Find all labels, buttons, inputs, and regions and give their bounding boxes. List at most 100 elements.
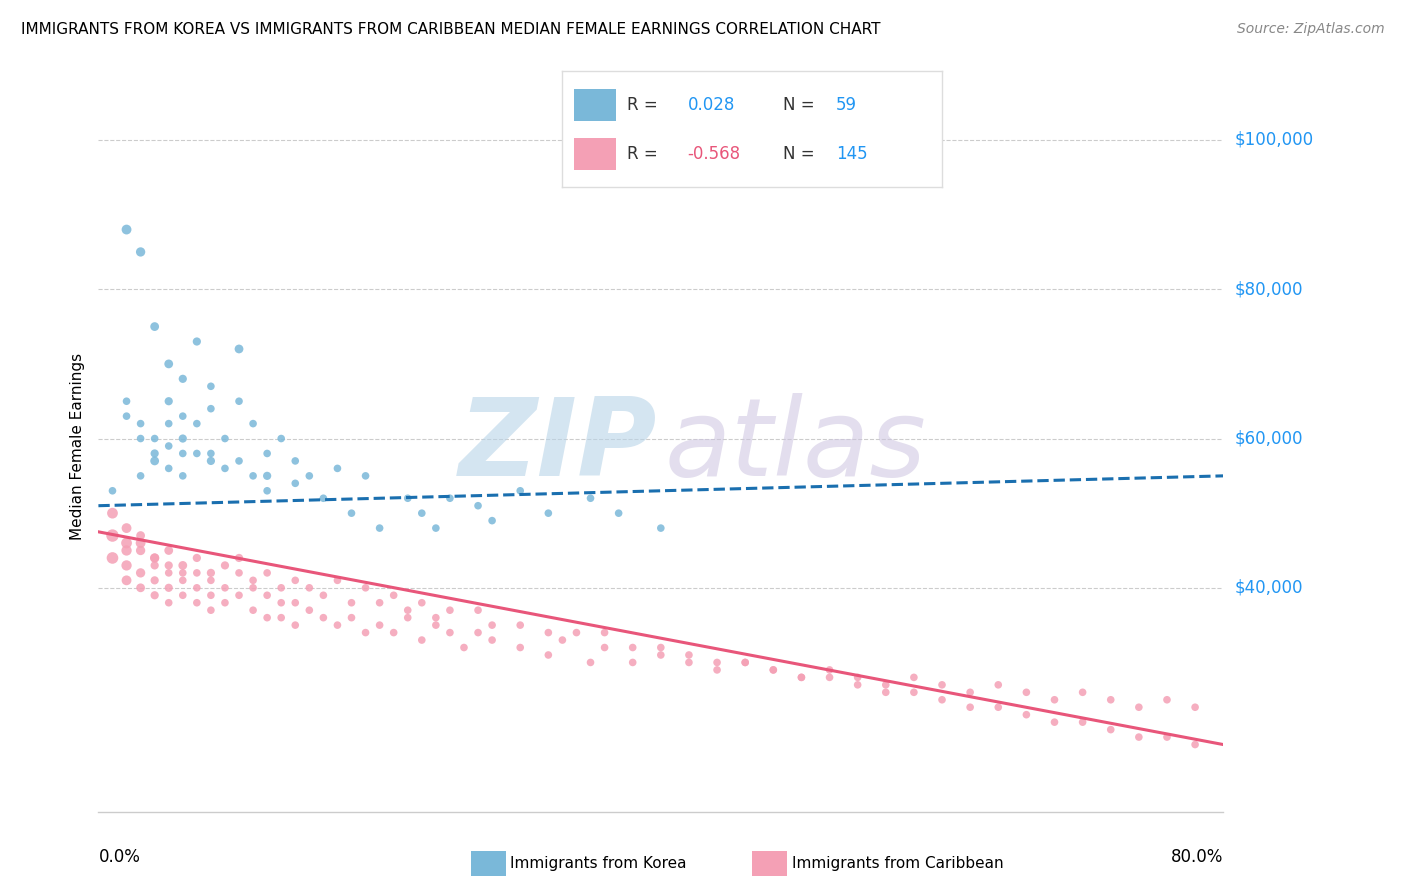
Point — [678, 648, 700, 662]
Point — [846, 670, 869, 684]
Point — [129, 581, 152, 595]
Text: 0.0%: 0.0% — [98, 848, 141, 866]
Point — [228, 588, 250, 602]
Point — [101, 551, 124, 566]
Point — [284, 618, 307, 632]
Point — [186, 596, 208, 610]
Point — [326, 574, 349, 588]
Point — [115, 394, 138, 409]
Point — [143, 551, 166, 566]
Point — [200, 603, 222, 617]
Point — [101, 528, 124, 542]
Point — [214, 558, 236, 573]
Point — [565, 625, 588, 640]
Point — [186, 566, 208, 580]
Point — [1043, 692, 1066, 706]
Point — [228, 454, 250, 468]
Point — [593, 625, 616, 640]
Point — [650, 648, 672, 662]
Point — [453, 640, 475, 655]
Point — [368, 521, 391, 535]
Point — [425, 521, 447, 535]
Point — [256, 483, 278, 498]
Point — [537, 625, 560, 640]
Text: $60,000: $60,000 — [1234, 430, 1303, 448]
Point — [354, 468, 377, 483]
Point — [382, 625, 405, 640]
Point — [214, 581, 236, 595]
Point — [1015, 685, 1038, 699]
Point — [242, 603, 264, 617]
Point — [1128, 730, 1150, 744]
Point — [411, 596, 433, 610]
Point — [143, 551, 166, 566]
Point — [593, 640, 616, 655]
Point — [157, 566, 180, 580]
Point — [875, 685, 897, 699]
Point — [157, 596, 180, 610]
Point — [115, 574, 138, 588]
Point — [115, 222, 138, 236]
Point — [115, 536, 138, 550]
Point — [172, 558, 194, 573]
Point — [509, 618, 531, 632]
Point — [270, 581, 292, 595]
Point — [157, 439, 180, 453]
Point — [129, 543, 152, 558]
Point — [172, 432, 194, 446]
Point — [186, 581, 208, 595]
Point — [157, 357, 180, 371]
Point — [298, 581, 321, 595]
Point — [790, 670, 813, 684]
Point — [931, 678, 953, 692]
Point — [987, 700, 1010, 714]
Point — [987, 678, 1010, 692]
Point — [200, 454, 222, 468]
Point — [1184, 738, 1206, 752]
Point — [157, 461, 180, 475]
Point — [425, 610, 447, 624]
Text: Source: ZipAtlas.com: Source: ZipAtlas.com — [1237, 22, 1385, 37]
Point — [903, 670, 925, 684]
Point — [228, 551, 250, 566]
Point — [143, 319, 166, 334]
Point — [143, 574, 166, 588]
Point — [959, 685, 981, 699]
Point — [312, 588, 335, 602]
Point — [172, 446, 194, 460]
Point — [439, 491, 461, 506]
Point — [1099, 692, 1122, 706]
Point — [157, 417, 180, 431]
Point — [790, 670, 813, 684]
Text: N =: N = — [783, 95, 814, 113]
Point — [467, 603, 489, 617]
Text: 0.028: 0.028 — [688, 95, 735, 113]
Point — [875, 678, 897, 692]
Point — [157, 581, 180, 595]
Point — [242, 468, 264, 483]
Point — [143, 454, 166, 468]
Point — [242, 581, 264, 595]
Text: 59: 59 — [835, 95, 856, 113]
Point — [143, 446, 166, 460]
Point — [270, 432, 292, 446]
Text: Immigrants from Korea: Immigrants from Korea — [510, 856, 688, 871]
Point — [256, 468, 278, 483]
Point — [481, 633, 503, 648]
Point — [312, 491, 335, 506]
Point — [172, 372, 194, 386]
Point — [172, 468, 194, 483]
Point — [1156, 730, 1178, 744]
Point — [172, 409, 194, 424]
Point — [115, 558, 138, 573]
Point — [186, 417, 208, 431]
Point — [157, 558, 180, 573]
Point — [242, 574, 264, 588]
Point — [931, 692, 953, 706]
Point — [242, 417, 264, 431]
Point — [1071, 715, 1094, 730]
Point — [200, 588, 222, 602]
Point — [228, 566, 250, 580]
Point — [579, 656, 602, 670]
Point — [143, 432, 166, 446]
